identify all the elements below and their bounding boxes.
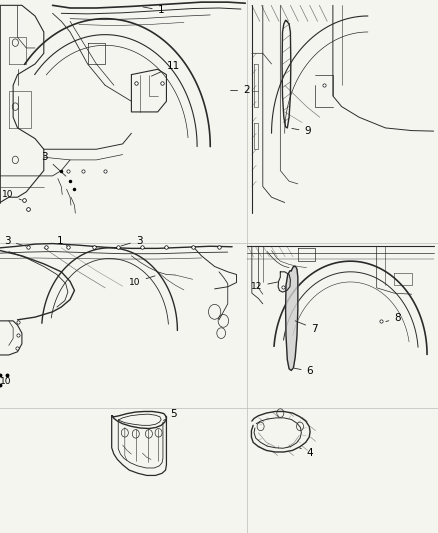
- Text: 10: 10: [0, 377, 11, 386]
- Text: 5: 5: [163, 409, 177, 421]
- Polygon shape: [286, 266, 298, 370]
- Text: 8: 8: [386, 313, 401, 323]
- Text: 3: 3: [4, 236, 26, 246]
- Text: 11: 11: [152, 61, 180, 76]
- Text: 4: 4: [300, 448, 313, 458]
- Text: 6: 6: [294, 366, 313, 376]
- Text: 3: 3: [42, 152, 66, 176]
- Text: 10: 10: [129, 276, 155, 287]
- Text: 2: 2: [230, 85, 250, 95]
- Text: 9: 9: [292, 126, 311, 136]
- Text: 3: 3: [121, 236, 142, 246]
- Text: 1: 1: [57, 236, 68, 247]
- Text: 10: 10: [2, 190, 21, 200]
- Text: 12: 12: [251, 282, 278, 291]
- Text: 1: 1: [143, 5, 164, 15]
- Text: 7: 7: [295, 321, 318, 334]
